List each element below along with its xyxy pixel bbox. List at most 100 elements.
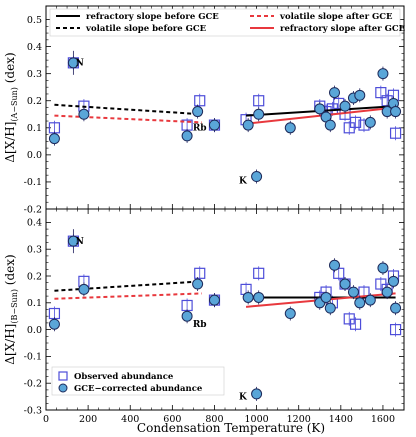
corrected-point (78, 283, 90, 295)
y-tick-label: 0.4 (27, 42, 42, 53)
corrected-point (390, 302, 402, 314)
corrected-point (208, 294, 220, 306)
corrected-point (339, 278, 351, 290)
x-tick-label: 400 (121, 414, 139, 425)
corrected-point (284, 122, 296, 134)
y-tick-label: -0.2 (24, 379, 42, 390)
corrected-point (181, 130, 193, 142)
element-annotation: Rb (193, 124, 207, 134)
element-annotation: N (76, 59, 84, 69)
corrected-point (242, 119, 254, 131)
y-tick-label: 0.2 (27, 271, 42, 282)
y-tick-label: -0.1 (24, 352, 42, 363)
observed-point (253, 267, 265, 279)
y-axis-label-unit: (dex) (3, 52, 17, 87)
corrected-point (67, 57, 79, 69)
observed-point (194, 95, 206, 107)
y-tick-label: 0.0 (27, 150, 42, 161)
y-tick-label: 0.1 (27, 123, 42, 134)
observed-point (375, 87, 387, 99)
x-tick-label: 200 (79, 414, 97, 425)
y-tick-label: -0.3 (24, 405, 42, 416)
volatile-slope-line (54, 280, 202, 292)
corrected-point (364, 294, 376, 306)
corrected-point (354, 297, 366, 309)
corrected-point (329, 87, 341, 99)
corrected-point (67, 235, 79, 247)
corrected-point (314, 103, 326, 115)
volatile-slope-line (54, 103, 202, 116)
observed-point (349, 318, 362, 330)
corrected-point (78, 108, 90, 120)
y-tick-label: -0.1 (24, 177, 42, 188)
legend-label: volatile slope before GCE (85, 24, 207, 34)
observed-point (253, 95, 265, 107)
corrected-point (253, 108, 265, 120)
x-tick-label: 0 (43, 414, 49, 425)
legend-circle-marker (58, 383, 68, 393)
y-axis-label-sub: (B−Sun) (10, 289, 19, 324)
x-tick-label: 800 (205, 414, 223, 425)
y-tick-label: 0.5 (27, 15, 42, 26)
y-axis-label: Δ[X/H](A−Sun) (dex) (3, 52, 19, 162)
element-annotation: Rb (193, 320, 207, 330)
corrected-point (181, 310, 193, 322)
legend-bottom: Observed abundance GCE−corrected abundanc… (51, 366, 225, 396)
corrected-point (381, 286, 393, 298)
y-tick-label: -0.2 (24, 204, 42, 215)
observed-point (349, 116, 362, 128)
legend-label: volatile slope after GCE (279, 12, 393, 22)
legend-label: GCE−corrected abundance (74, 384, 203, 394)
corrected-point (284, 308, 296, 320)
volatile-slope-line (54, 114, 202, 124)
corrected-point (329, 259, 341, 271)
panel-top: -0.2 -0.1 0.0 0.1 0.2 0.3 0.4 0.5 Δ[X/H](A−Sun) … (3, 5, 406, 215)
corrected-point (253, 291, 265, 303)
y-tick-label: 0.1 (27, 298, 42, 309)
x-tick-label: 600 (163, 414, 181, 425)
corrected-point (390, 106, 402, 118)
legend-square-marker (58, 371, 68, 381)
observed-point (389, 324, 402, 336)
element-annotation: N (76, 237, 84, 247)
corrected-point (377, 262, 389, 274)
corrected-point (347, 286, 359, 298)
corrected-point (324, 119, 336, 131)
y-tick-label: 0.2 (27, 96, 42, 107)
y-axis-label-main: Δ[X/H] (3, 324, 17, 365)
x-tick-label: 1200 (287, 414, 311, 425)
corrected-point (251, 171, 263, 183)
legend-label: refractory slope after GCE (280, 24, 406, 34)
corrected-point (251, 388, 263, 400)
corrected-point (192, 278, 204, 290)
corrected-point (48, 318, 60, 330)
y-tick-label: 0.3 (27, 69, 42, 80)
corrected-point (387, 275, 399, 287)
corrected-point (339, 100, 351, 112)
y-axis-label-unit: (dex) (3, 254, 17, 289)
corrected-point (320, 291, 332, 303)
corrected-point (208, 119, 220, 131)
y-tick-label: 0.3 (27, 245, 42, 256)
legend-label: refractory slope before GCE (86, 12, 219, 22)
panel-bottom: -0.3 -0.2 -0.1 0.0 0.1 0.2 0.3 0.4 0 200 400 600 800… (3, 208, 405, 425)
x-axis-label: Condensation Temperature (K) (137, 421, 325, 435)
legend-top: refractory slope before GCE volatile slop… (49, 8, 406, 37)
y-axis-label: Δ[X/H](B−Sun) (dex) (3, 254, 19, 364)
corrected-point (324, 302, 336, 314)
corrected-point (48, 133, 60, 145)
corrected-point (377, 68, 389, 80)
observed-point (389, 127, 402, 139)
legend-box (49, 8, 401, 37)
y-tick-label: 0.4 (27, 218, 42, 229)
legend-box (51, 366, 225, 396)
corrected-point (242, 291, 254, 303)
x-tick-label: 1000 (244, 414, 268, 425)
element-annotation: K (239, 392, 248, 402)
x-tick-label: 1600 (371, 414, 395, 425)
x-tick-label: 1400 (329, 414, 353, 425)
corrected-point (354, 89, 366, 101)
y-tick-label: 0.0 (27, 325, 42, 336)
corrected-point (192, 106, 204, 118)
